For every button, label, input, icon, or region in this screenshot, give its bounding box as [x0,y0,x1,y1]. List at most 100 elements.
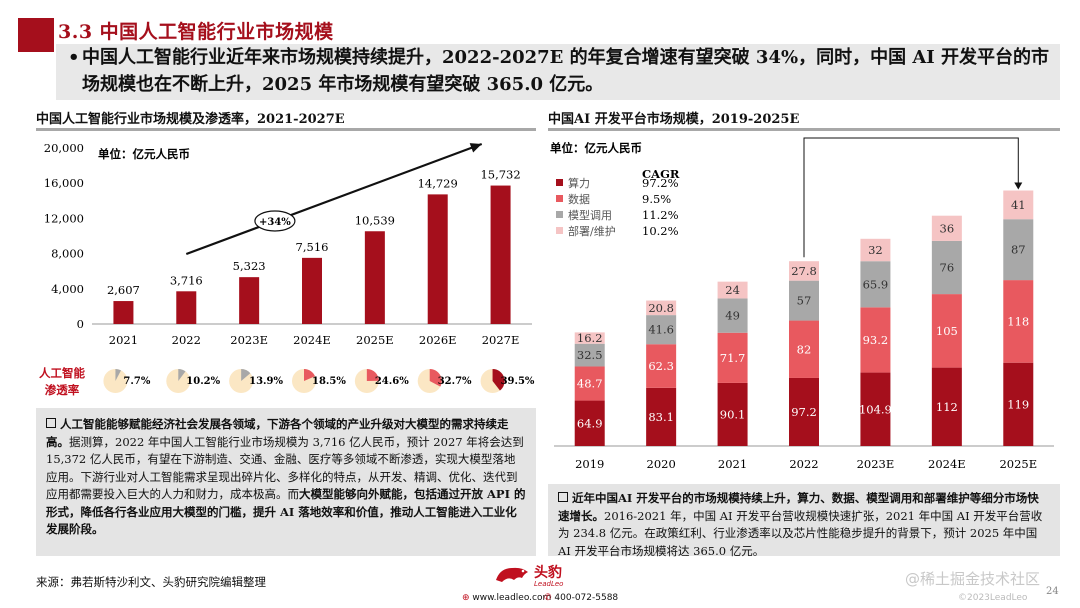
stacked-bar-segment [789,377,819,446]
x-tick-label: 2023E [857,457,895,471]
y-tick-label: 0 [77,317,84,331]
segment-value-label: 41 [1011,198,1026,212]
legend-cagr-title: CAGR [642,167,680,181]
stacked-bar-segment [860,307,891,373]
segment-value-label: 112 [936,400,958,414]
legend-cagr-value: 9.5% [642,192,671,206]
segment-value-label: 118 [1007,314,1029,328]
penetration-value: 13.9% [249,376,283,387]
segment-value-label: 83.1 [648,410,674,424]
legend-label: 算力 [568,176,590,190]
segment-value-label: 57 [797,294,812,308]
stacked-bar-segment [717,298,748,333]
connector-arrow-head [1014,182,1023,190]
stacked-bar-segment [1003,219,1034,281]
x-tick-label: 2026E [419,333,457,347]
segment-value-label: 90.1 [720,407,746,421]
left-note-bold: 人工智能能够赋能经济社会发展各领域，下游各个领域的产业升级对大模型的需求持续走高… [46,417,509,449]
growth-label: +34% [259,217,291,228]
penetration-value: 7.7% [123,376,150,387]
penetration-value: 10.2% [186,376,220,387]
growth-ellipse [254,210,296,232]
stacked-bar-segment [574,343,605,367]
footer-phone: ✆ 400-072-5588 [544,593,618,603]
segment-value-label: 62.3 [648,359,674,373]
x-tick-label: 2025E [999,457,1037,471]
bar-value-label: 5,323 [233,259,266,273]
page-number: 24 [1046,586,1059,597]
segment-value-label: 36 [940,221,955,235]
y-tick-label: 16,000 [44,176,84,190]
segment-value-label: 48.7 [577,377,603,391]
legend-swatch [556,211,563,218]
growth-arrow-head [469,143,482,153]
segment-value-label: 49 [725,309,740,323]
x-tick-label: 2023E [230,333,268,347]
segment-value-label: 105 [936,324,958,338]
stacked-bar-segment [717,281,748,299]
footer-brand: 头豹 [534,565,562,581]
bar-value-label: 14,729 [418,176,458,190]
x-tick-label: 2024E [928,457,966,471]
segment-value-label: 32 [868,243,883,257]
segment-value-label: 65.9 [863,277,889,291]
right-note-bold: 近年中国AI 开发平台的市场规模持续上升，算力、数据、模型调用和部署维护等细分市… [558,491,1039,523]
footer-web-text: www.leadleo.com [472,593,552,603]
penetration-pie-slice [241,369,251,381]
legend-cagr-value: 11.2% [642,208,679,222]
x-tick-label: 2022 [172,333,201,347]
x-tick-label: 2027E [482,333,520,347]
bar-value-label: 7,516 [296,240,329,254]
footer-brand-en: LeadLeo [534,580,564,588]
left-title-rule [36,128,536,131]
bar-value-label: 3,716 [170,273,203,287]
legend-label: 部署/维护 [568,224,616,238]
segment-value-label: 27.8 [791,264,817,278]
stacked-bar-segment [646,315,677,345]
penetration-value: 18.5% [312,376,346,387]
growth-arrow-line [185,142,483,256]
segment-value-label: 24 [725,283,740,297]
segment-value-label: 16.2 [577,331,603,345]
x-tick-label: 2022 [789,457,818,471]
legend-label: 模型调用 [568,208,612,222]
segment-value-label: 64.9 [577,416,603,430]
y-tick-label: 8,000 [51,247,84,261]
right-stacked-chart: 单位：亿元人民币 64.9 48.7 32.5 16.2 2019 83.1 62.3 41.6… [550,137,1054,471]
bar-value-label: 2,607 [107,283,140,297]
segment-value-label: 119 [1007,397,1029,411]
left-note-bold-2: 大模型能够向外赋能，包括通过开放 API 的形式，降低各行各业应用大模型的门槛，… [46,487,526,536]
page-title: 3.3 中国人工智能行业市场规模 [58,21,334,43]
checkbox-square-icon [46,418,56,428]
x-tick-label: 2021 [109,333,138,347]
segment-value-label: 87 [1011,243,1026,257]
source-note: 来源：弗若斯特沙利文、头豹研究院编辑整理 [36,575,266,589]
segment-value-label: 71.7 [720,351,746,365]
segment-value-label: 20.8 [648,301,674,315]
stacked-bar-segment [931,215,962,241]
footer-website-link[interactable]: ⊕ www.leadleo.com [462,593,551,603]
segment-value-label: 104.9 [859,402,892,416]
penetration-pie-slice [115,369,122,381]
stacked-bar-segment [860,372,891,446]
penetration-value: 39.5% [501,376,535,387]
left-note-text: 据测算，2022 年中国人工智能行业市场规模为 3,716 亿人民币，预计 20… [46,434,524,502]
summary-box [56,44,1060,100]
segment-value-label: 93.2 [863,333,889,347]
segment-value-label: 82 [797,342,812,356]
stacked-bar-segment [931,367,962,446]
bar [302,257,322,324]
penetration-pie-slice [304,369,316,381]
legend-cagr-value: 10.2% [642,224,679,238]
penetration-label: 渗透率 [45,383,80,397]
y-tick-label: 4,000 [51,282,84,296]
stacked-bar-segment [574,400,605,446]
bar [239,277,260,324]
bar-value-label: 10,539 [355,213,395,227]
penetration-label: 人工智能 [39,366,85,380]
stacked-bar-segment [646,344,677,388]
x-tick-label: 2019 [575,457,604,471]
stacked-bar-segment [1003,280,1034,363]
right-note-box: 近年中国AI 开发平台的市场规模持续上升，算力、数据、模型调用和部署维护等细分市… [548,484,1060,558]
stacked-bar-segment [1003,362,1034,446]
